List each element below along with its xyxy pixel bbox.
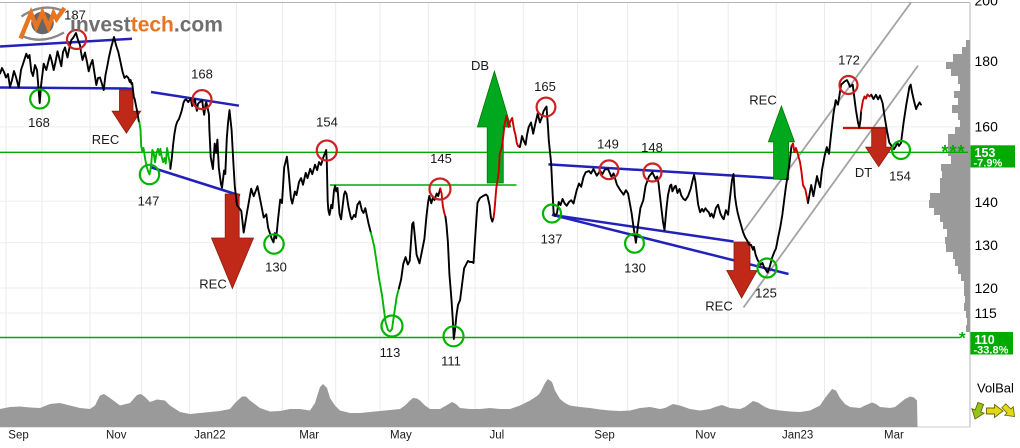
svg-text:Sep: Sep: [594, 429, 614, 441]
svg-text:120: 120: [975, 280, 999, 296]
svg-text:140: 140: [975, 194, 999, 210]
svg-text:200: 200: [975, 0, 999, 9]
svg-text:Jan23: Jan23: [782, 429, 813, 441]
svg-text:VolBal: VolBal: [977, 381, 1014, 396]
svg-text:DB: DB: [471, 58, 489, 73]
svg-text:Jan22: Jan22: [194, 429, 225, 441]
svg-text:REC: REC: [92, 132, 119, 147]
svg-text:DT: DT: [855, 165, 872, 180]
svg-text:Mar: Mar: [299, 429, 319, 441]
svg-text:-33.8%: -33.8%: [974, 344, 1009, 356]
svg-text:160: 160: [975, 119, 999, 135]
svg-text:113: 113: [380, 345, 401, 360]
svg-text:125: 125: [755, 286, 777, 301]
svg-text:165: 165: [534, 79, 556, 94]
svg-text:154: 154: [889, 169, 911, 184]
svg-text:137: 137: [541, 232, 563, 247]
svg-text:*: *: [959, 329, 966, 348]
svg-text:111: 111: [441, 354, 461, 369]
svg-text:180: 180: [975, 53, 999, 69]
svg-text:110: 110: [975, 333, 995, 347]
svg-text:153: 153: [975, 146, 996, 160]
svg-text:Sep: Sep: [8, 429, 28, 441]
svg-text:investtech.com: investtech.com: [70, 14, 223, 37]
svg-text:168: 168: [191, 67, 213, 82]
svg-text:Jul: Jul: [490, 429, 505, 441]
svg-text:187: 187: [64, 7, 86, 22]
svg-text:172: 172: [838, 53, 860, 68]
svg-text:148: 148: [641, 140, 663, 155]
svg-text:May: May: [390, 429, 412, 441]
svg-text:130: 130: [265, 260, 287, 275]
svg-text:145: 145: [430, 151, 452, 166]
svg-text:147: 147: [138, 194, 160, 209]
svg-text:130: 130: [975, 237, 999, 253]
svg-text:REC: REC: [749, 93, 776, 108]
svg-text:***: ***: [942, 142, 966, 162]
svg-text:REC: REC: [199, 276, 226, 291]
svg-text:168: 168: [28, 115, 50, 130]
svg-text:154: 154: [316, 115, 338, 130]
svg-text:Nov: Nov: [695, 429, 716, 441]
svg-text:Nov: Nov: [106, 429, 127, 441]
svg-text:-7.9%: -7.9%: [974, 158, 1003, 170]
svg-text:130: 130: [624, 261, 646, 276]
svg-text:115: 115: [975, 305, 998, 321]
svg-text:149: 149: [597, 136, 619, 151]
svg-text:REC: REC: [705, 299, 732, 314]
svg-text:Mar: Mar: [884, 429, 904, 441]
